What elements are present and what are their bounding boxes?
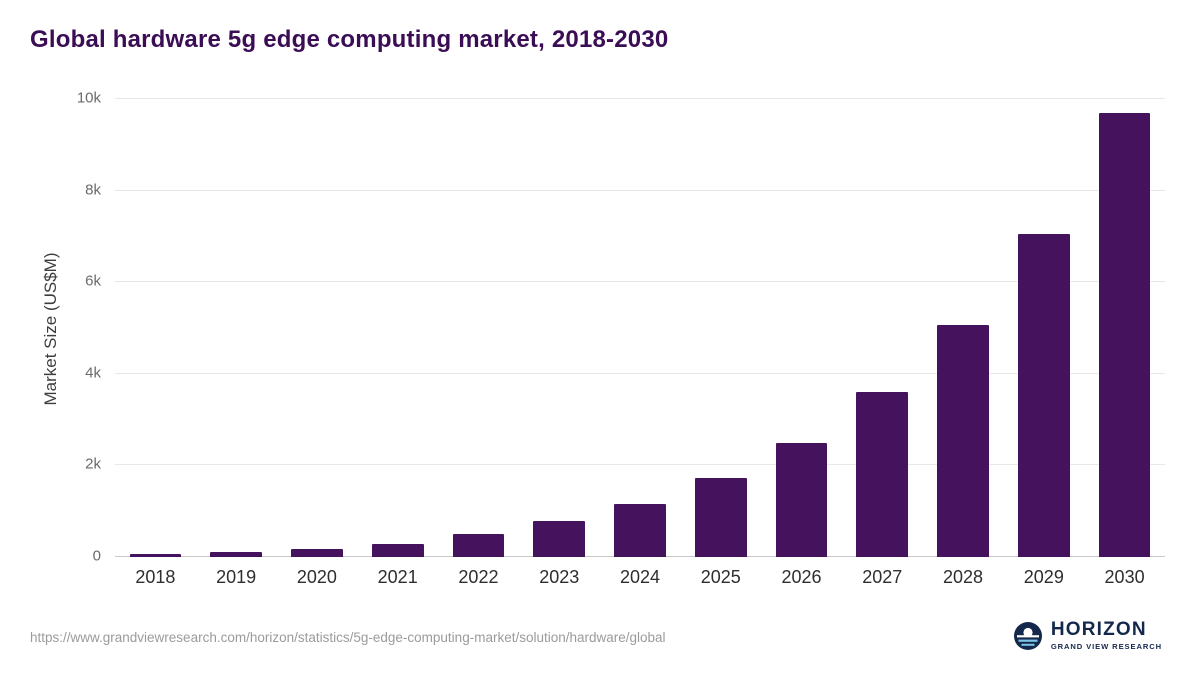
horizon-logo-icon: [1013, 621, 1042, 650]
x-tick-label: 2019: [216, 567, 257, 587]
gridline: 6k: [85, 273, 1165, 290]
bar-slot: [923, 99, 1004, 557]
bar-slot: [277, 99, 358, 557]
x-tick-label: 2025: [700, 567, 741, 587]
bar-slot: [115, 99, 196, 557]
horizon-logo-text: HORIZON GRAND VIEW RESEARCH: [1051, 620, 1162, 651]
x-tick-label: 2024: [619, 567, 660, 587]
bar-2021: [371, 544, 424, 557]
logo-subtitle: GRAND VIEW RESEARCH: [1050, 642, 1162, 651]
bar-2025: [694, 478, 747, 557]
bar-slot: [842, 99, 923, 557]
logo-name: HORIZON: [1050, 619, 1147, 640]
bar-slot: [600, 99, 681, 557]
chart-title: Global hardware 5g edge computing market…: [30, 26, 669, 53]
bar-slot: [519, 99, 600, 557]
bar-slot: [680, 99, 761, 557]
gridline: 8k: [85, 181, 1165, 198]
gridline: 4k: [85, 364, 1165, 381]
x-tick-label: 2021: [377, 567, 418, 587]
bar-2022: [452, 534, 505, 557]
bar-slot: [1003, 99, 1084, 557]
y-axis-title: Market Size (US$M): [41, 252, 60, 406]
x-tick-label: 2018: [135, 567, 176, 587]
bar-slot: [1084, 99, 1165, 557]
bar-2029: [1017, 234, 1070, 557]
source-url: https://www.grandviewresearch.com/horizo…: [30, 630, 666, 645]
bar-2026: [775, 442, 828, 557]
y-tick-label: 8k: [85, 181, 101, 199]
y-tick-label: 2k: [85, 455, 101, 473]
bar-2030: [1098, 112, 1151, 557]
bar-slot: [196, 99, 277, 557]
bar-2020: [291, 549, 343, 557]
bar-slot: [761, 99, 842, 557]
bar-slot: [357, 99, 438, 557]
x-tick-label: 2029: [1023, 567, 1064, 587]
y-tick-label: 10k: [76, 89, 101, 107]
bar-2024: [614, 504, 666, 557]
bar-2023: [533, 521, 586, 557]
bars: [115, 99, 1165, 557]
x-axis-labels: 2018 2019 2020 2021 2022 2023 2024 2025 2026 2027…: [115, 567, 1165, 588]
x-tick-label: 2022: [458, 567, 499, 587]
bar-2018: [129, 554, 182, 557]
x-tick-label: 2026: [781, 567, 822, 587]
x-tick-label: 2030: [1104, 567, 1145, 587]
y-tick-label: 0: [92, 547, 101, 565]
gridline: 10k: [77, 90, 1165, 107]
bar-2027: [856, 392, 909, 557]
plot-area: 0 2k 4k 6k 8k 10k: [77, 90, 1165, 565]
x-tick-label: 2020: [296, 567, 337, 587]
bar-slot: [438, 99, 519, 557]
y-tick-label: 6k: [85, 272, 101, 290]
x-tick-label: 2027: [862, 567, 903, 587]
horizon-logo: HORIZON GRAND VIEW RESEARCH: [1013, 620, 1162, 651]
bar-2019: [210, 551, 262, 557]
bar-2028: [937, 324, 989, 557]
x-tick-label: 2028: [943, 567, 984, 587]
y-tick-label: 4k: [85, 364, 101, 382]
x-tick-label: 2023: [539, 567, 580, 587]
gridline: 2k: [85, 456, 1165, 473]
